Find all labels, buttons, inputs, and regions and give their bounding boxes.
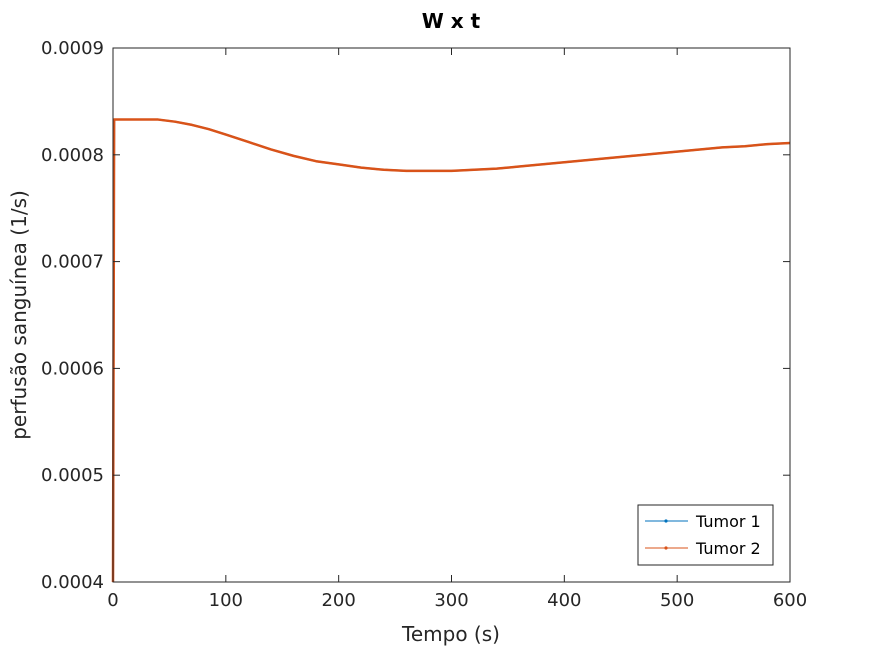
y-tick-label: 0.0004 <box>41 572 104 593</box>
x-tick-label: 600 <box>773 590 807 611</box>
y-tick-label: 0.0005 <box>41 465 104 486</box>
legend-label-tumor-2: Tumor 2 <box>695 539 761 558</box>
x-axis-label: Tempo (s) <box>401 622 500 646</box>
x-tick-label: 200 <box>321 590 355 611</box>
legend: Tumor 1 Tumor 2 <box>637 504 774 566</box>
y-tick-label: 0.0006 <box>41 358 104 379</box>
y-tick-label: 0.0008 <box>41 145 104 166</box>
series-layer <box>111 118 791 583</box>
x-tick-label: 400 <box>547 590 581 611</box>
y-axis: 0.0004 0.0005 0.0006 0.0007 0.0008 0.0009 <box>41 38 790 593</box>
y-axis-label: perfusão sanguínea (1/s) <box>7 190 31 440</box>
series-line-tumor-2 <box>111 118 791 583</box>
x-tick-label: 0 <box>107 590 118 611</box>
x-tick-label: 500 <box>660 590 694 611</box>
chart-title: W x t <box>422 9 481 33</box>
plot-area <box>113 48 790 582</box>
x-axis: 0 100 200 300 400 500 600 <box>107 48 807 611</box>
legend-marker-tumor-2 <box>664 546 668 550</box>
legend-box <box>637 504 774 566</box>
legend-marker-tumor-1 <box>664 519 668 523</box>
y-tick-label: 0.0007 <box>41 252 104 273</box>
x-tick-label: 100 <box>209 590 243 611</box>
x-tick-label: 300 <box>434 590 468 611</box>
y-tick-label: 0.0009 <box>41 38 104 59</box>
legend-label-tumor-1: Tumor 1 <box>695 512 761 531</box>
